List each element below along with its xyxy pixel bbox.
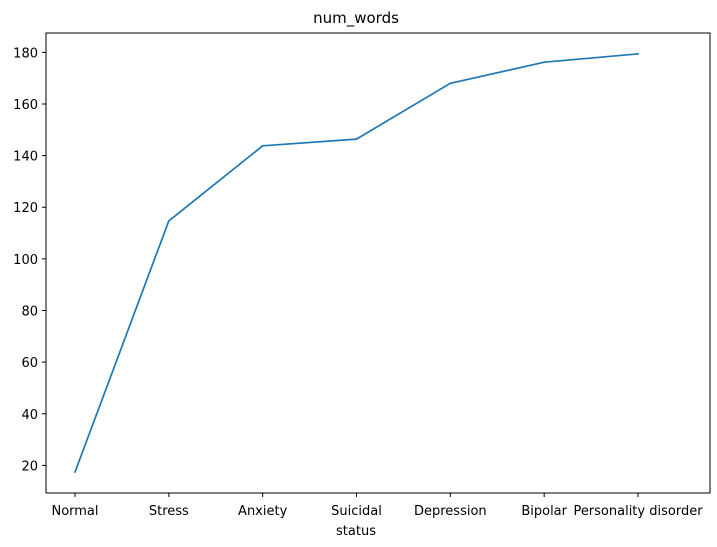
y-tick-label: 40 bbox=[21, 408, 38, 423]
data-point bbox=[355, 138, 358, 140]
data-point bbox=[543, 61, 546, 64]
y-tick-label: 100 bbox=[13, 253, 38, 268]
y-tick-label: 160 bbox=[13, 98, 38, 113]
y-tick-label: 140 bbox=[13, 150, 38, 165]
data-point bbox=[167, 220, 170, 222]
chart-title: num_words bbox=[313, 9, 399, 28]
x-tick-label: Personality disorder bbox=[573, 504, 703, 519]
y-tick-label: 60 bbox=[21, 356, 38, 371]
y-tick-label: 80 bbox=[21, 304, 38, 319]
y-tick-label: 20 bbox=[21, 459, 38, 474]
x-tick-label: Bipolar bbox=[521, 504, 567, 519]
x-tick-label: Stress bbox=[149, 504, 189, 519]
data-point bbox=[74, 471, 76, 473]
data-point bbox=[637, 53, 639, 55]
x-tick-label: Anxiety bbox=[238, 504, 288, 519]
x-tick-label: Normal bbox=[51, 504, 98, 519]
y-tick-label: 120 bbox=[13, 201, 38, 216]
x-tick-label: Suicidal bbox=[331, 504, 382, 519]
x-axis-ticks: Normal Stress Anxiety Suicidal Depression Bip… bbox=[51, 493, 703, 519]
series-layer bbox=[74, 53, 639, 473]
plot-area-frame bbox=[45, 32, 711, 494]
data-point bbox=[261, 144, 264, 147]
x-tick-label: Depression bbox=[414, 504, 487, 519]
y-axis-ticks: 20 40 60 80 100 120 140 160 180 bbox=[13, 46, 46, 474]
data-point bbox=[449, 82, 452, 85]
x-axis-label: status bbox=[336, 524, 376, 539]
y-tick-label: 180 bbox=[13, 46, 38, 61]
